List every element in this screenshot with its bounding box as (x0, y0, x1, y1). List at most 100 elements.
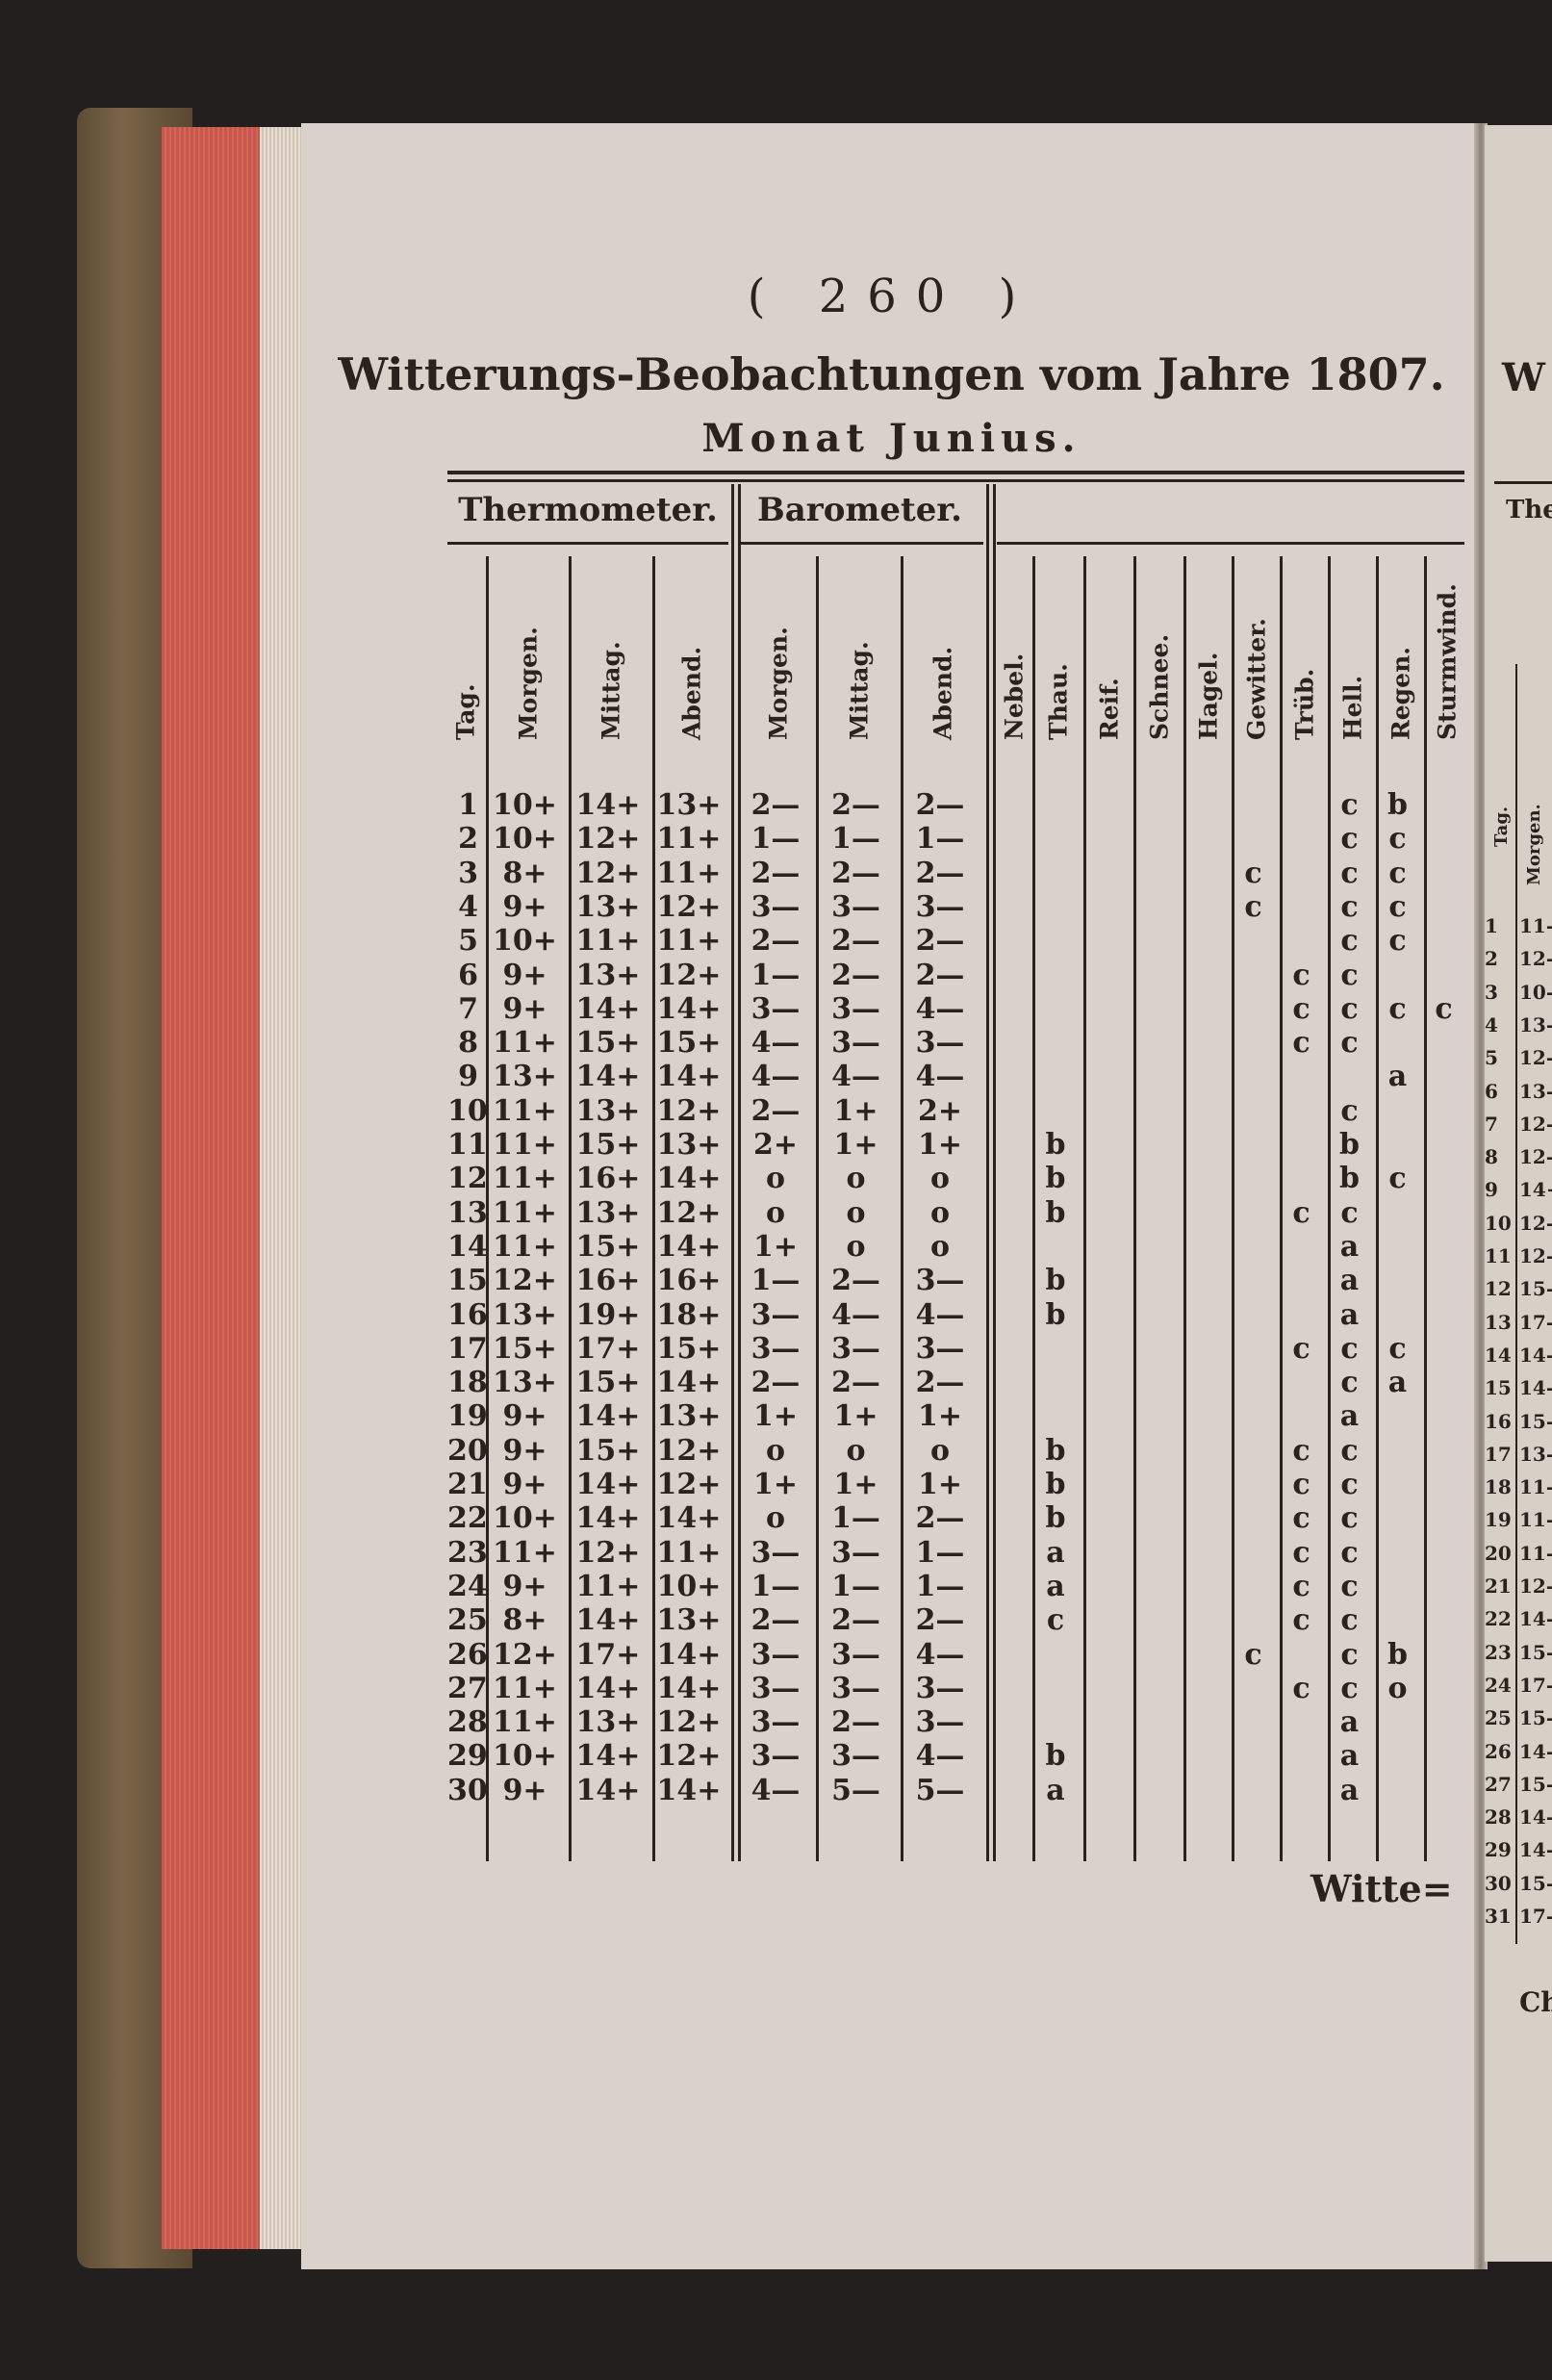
weather-clear: c (1340, 1433, 1359, 1468)
thermometer-noon: 17+ (575, 1331, 641, 1366)
column-header: Abend. (654, 554, 729, 768)
weather-clear: a (1339, 1773, 1360, 1807)
column-rule (1424, 556, 1427, 1861)
weather-overcast: c (1292, 1569, 1310, 1603)
column-header-label: Regen. (1387, 647, 1414, 740)
day-number: 6 (458, 958, 478, 992)
thermometer-morning: 9+ (502, 1399, 547, 1434)
barometer-morning: 3— (751, 1739, 801, 1774)
barometer-morning: 3— (751, 889, 801, 924)
right-morning-fragment: 12- (1519, 1211, 1552, 1235)
thermometer-noon: 14+ (575, 1773, 641, 1807)
barometer-evening: 2— (915, 856, 965, 890)
thermometer-evening: 13+ (656, 788, 722, 822)
group-divider (738, 484, 741, 1861)
barometer-noon: 2— (831, 958, 880, 992)
barometer-noon: 2— (831, 924, 880, 959)
barometer-noon: 3— (831, 889, 880, 924)
barometer-evening: 5— (915, 1773, 965, 1807)
weather-dew: b (1045, 1739, 1066, 1774)
barometer-evening: 4— (915, 1739, 965, 1774)
thermometer-noon: 14+ (575, 1399, 641, 1434)
thermometer-morning: 11+ (493, 1705, 557, 1740)
thermometer-noon: 13+ (575, 1705, 641, 1740)
weather-overcast: c (1292, 1501, 1310, 1536)
right-day-number: 30 (1485, 1871, 1512, 1895)
barometer-evening: 2— (915, 1366, 965, 1400)
barometer-noon: 2— (831, 788, 880, 822)
thermometer-morning: 11+ (493, 1671, 557, 1705)
weather-clear: b (1339, 1162, 1360, 1196)
thermometer-morning: 9+ (502, 991, 547, 1026)
barometer-evening: 4— (915, 991, 965, 1026)
weather-clear: c (1340, 822, 1359, 857)
barometer-noon: 1— (831, 822, 880, 857)
weather-clear: c (1340, 1366, 1359, 1400)
thermometer-morning: 10+ (493, 924, 557, 959)
column-header: Regen. (1378, 554, 1423, 768)
thermometer-morning: 9+ (502, 1433, 547, 1468)
column-header-label: Mittag. (597, 641, 625, 740)
right-morning-fragment: 12- (1519, 1145, 1552, 1169)
weather-dew: b (1045, 1162, 1066, 1196)
right-day-number: 15 (1485, 1376, 1512, 1400)
weather-clear: c (1340, 1093, 1359, 1128)
thermometer-morning: 10+ (493, 788, 557, 822)
thermometer-morning: 11+ (493, 1026, 557, 1061)
barometer-morning: 3— (751, 1331, 801, 1366)
right-day-number: 23 (1485, 1640, 1512, 1664)
barometer-noon: 2— (831, 1705, 880, 1740)
right-morning-fragment: 13- (1519, 1442, 1552, 1466)
thermometer-evening: 15+ (656, 1026, 722, 1061)
weather-dew: a (1046, 1773, 1065, 1807)
thermometer-evening: 14+ (656, 1060, 722, 1094)
weather-overcast: c (1292, 1603, 1310, 1638)
right-group-fragment: Ther (1506, 496, 1552, 525)
column-rule (1183, 556, 1186, 1861)
weather-overcast: c (1292, 1433, 1310, 1468)
right-day-number: 10 (1485, 1211, 1512, 1235)
barometer-morning: 1+ (752, 1399, 798, 1434)
weather-rain: a (1387, 1366, 1408, 1400)
right-day-number: 16 (1485, 1409, 1512, 1433)
right-day-number: 18 (1485, 1475, 1512, 1499)
weather-overcast: c (1292, 1468, 1310, 1501)
day-number: 15 (447, 1264, 488, 1298)
column-header: Morgen. (488, 554, 568, 768)
column-rule (901, 556, 903, 1861)
thermometer-noon: 13+ (575, 1195, 641, 1230)
right-morning-fragment: 14- (1519, 1805, 1552, 1830)
barometer-morning: 4— (751, 1773, 801, 1807)
barometer-morning: 2— (751, 788, 801, 822)
barometer-noon: 2— (831, 1264, 880, 1298)
barometer-morning: 3— (751, 1297, 801, 1332)
column-header: Sturmwind. (1426, 554, 1467, 768)
right-morning-fragment: 12- (1519, 1244, 1552, 1267)
column-header-label: Thau. (1044, 663, 1073, 740)
weather-clear: c (1340, 889, 1359, 924)
column-header: Schnee. (1135, 554, 1183, 768)
barometer-evening: 3— (915, 1671, 965, 1705)
day-number: 3 (458, 856, 478, 890)
thermometer-noon: 11+ (575, 1569, 641, 1603)
weather-clear: a (1339, 1264, 1360, 1298)
barometer-morning: 3— (751, 991, 801, 1026)
barometer-morning: o (765, 1195, 785, 1230)
thermometer-evening: 10+ (656, 1569, 722, 1603)
column-rule (1376, 556, 1379, 1861)
barometer-noon: o (846, 1162, 866, 1196)
weather-overcast: c (1292, 991, 1310, 1026)
barometer-noon: 1+ (833, 1399, 878, 1434)
day-number: 7 (458, 991, 478, 1026)
right-morning-fragment: 15- (1519, 1409, 1552, 1433)
day-number: 9 (458, 1060, 478, 1094)
right-page: W Ther Tag.Morgen.111-212-310-413-512-61… (1485, 125, 1552, 2262)
barometer-noon: 1+ (833, 1128, 878, 1162)
thermometer-morning: 11+ (493, 1535, 557, 1570)
right-column-header: Tag. (1491, 806, 1512, 847)
day-number: 12 (447, 1162, 488, 1196)
thermometer-evening: 16+ (656, 1264, 722, 1298)
weather-rain: o (1387, 1671, 1408, 1705)
thermometer-noon: 15+ (575, 1366, 641, 1400)
day-number: 10 (447, 1093, 488, 1128)
